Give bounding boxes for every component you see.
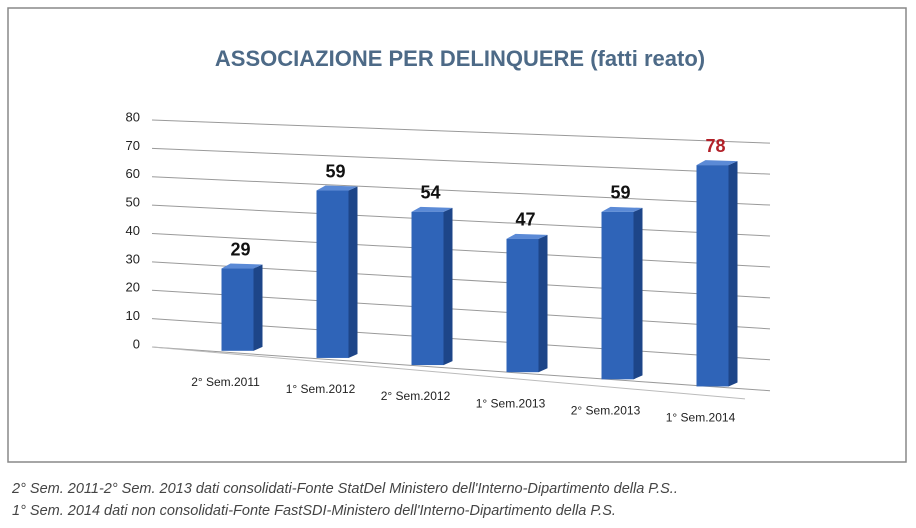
grid-line — [151, 176, 771, 206]
bar — [601, 211, 634, 380]
x-tick-label: 2° Sem.2012 — [381, 389, 451, 403]
grid-line — [151, 119, 771, 144]
y-tick-label: 30 — [126, 251, 140, 266]
grid-line — [151, 233, 771, 268]
bar-side — [538, 234, 548, 373]
value-label: 47 — [515, 210, 535, 230]
chart-frame — [7, 7, 907, 463]
bar — [411, 211, 444, 366]
footnote: 1° Sem. 2014 dati non consolidati-Fonte … — [12, 503, 616, 519]
y-tick-label: 20 — [126, 280, 140, 295]
bar-side — [443, 207, 453, 366]
grid-line — [151, 346, 771, 392]
value-label: 29 — [230, 239, 250, 259]
chart-title: ASSOCIAZIONE PER DELINQUERE (fatti reato… — [215, 46, 705, 71]
bar-top — [506, 233, 548, 239]
y-tick-label: 70 — [126, 138, 140, 153]
grid-line — [151, 204, 771, 237]
y-tick-label: 0 — [133, 336, 140, 351]
bar — [316, 190, 349, 358]
y-tick-label: 10 — [126, 308, 140, 323]
y-tick-label: 60 — [126, 166, 140, 181]
bar-side — [253, 264, 263, 351]
y-tick-label: 40 — [126, 223, 140, 238]
floor-edge — [151, 346, 746, 400]
y-tick-label: 80 — [126, 109, 140, 124]
bar — [506, 238, 539, 373]
bar-top — [601, 206, 643, 212]
value-label: 59 — [325, 161, 345, 181]
bar-side — [728, 161, 738, 387]
footnote: 2° Sem. 2011-2° Sem. 2013 dati consolida… — [11, 481, 678, 497]
value-label: 54 — [420, 183, 440, 203]
value-label: 78 — [705, 136, 725, 156]
x-tick-label: 1° Sem.2013 — [476, 396, 546, 410]
bar — [221, 268, 254, 351]
bar-top — [221, 263, 263, 269]
bar-top — [316, 185, 358, 191]
value-label: 59 — [610, 183, 630, 203]
x-tick-label: 1° Sem.2012 — [286, 382, 356, 396]
y-tick-label: 50 — [126, 195, 140, 210]
bar-side — [348, 186, 358, 358]
grid-line — [151, 147, 771, 175]
bar-top — [696, 160, 738, 166]
x-tick-label: 1° Sem.2014 — [666, 411, 736, 425]
bar-top — [411, 206, 453, 212]
bar-side — [633, 207, 643, 380]
x-tick-label: 2° Sem.2011 — [191, 375, 260, 389]
bar — [696, 165, 729, 387]
x-tick-label: 2° Sem.2013 — [571, 403, 641, 417]
